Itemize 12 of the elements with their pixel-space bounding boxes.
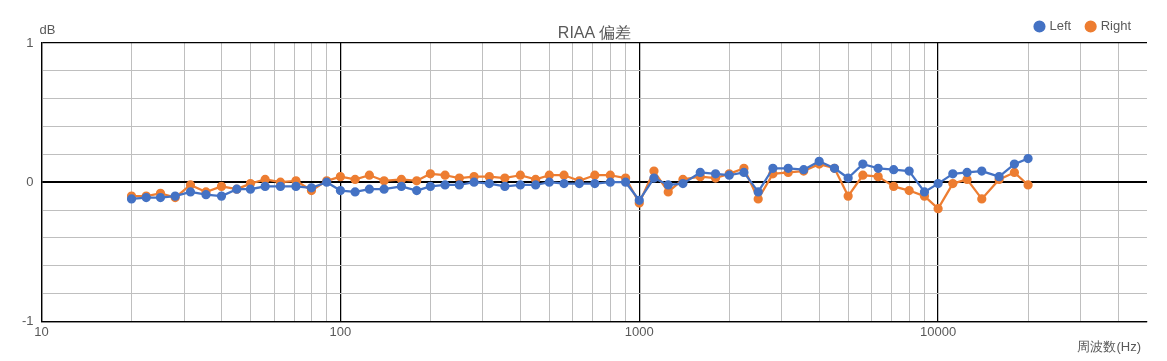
- y-tick-label: -1: [22, 312, 34, 328]
- chart-title: RIAA 偏差: [557, 24, 631, 42]
- x-tick-label: 1000: [624, 323, 654, 339]
- y-tick-label: 1: [26, 34, 34, 50]
- x-tick-label: 100: [329, 323, 352, 339]
- x-axis-title: 周波数(Hz): [1077, 339, 1141, 355]
- y-tick-label: 0: [26, 173, 34, 189]
- x-tick-label: 10000: [920, 323, 957, 339]
- y-axis-title: dB: [39, 22, 56, 38]
- legend-label: Left: [1049, 18, 1072, 34]
- x-tick-label: 10: [34, 323, 49, 339]
- legend-label: Right: [1100, 18, 1132, 34]
